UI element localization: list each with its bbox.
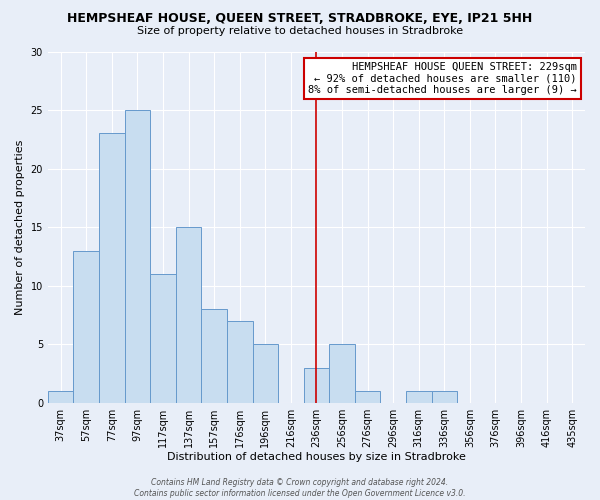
Bar (150, 274, 176, 402)
Bar (125, 110, 150, 403)
Bar (253, 344, 278, 403)
X-axis label: Distribution of detached houses by size in Stradbroke: Distribution of detached houses by size … (167, 452, 466, 462)
Bar (176, 227, 202, 402)
Bar (329, 344, 355, 403)
Text: Contains HM Land Registry data © Crown copyright and database right 2024.
Contai: Contains HM Land Registry data © Crown c… (134, 478, 466, 498)
Bar (48, 391, 73, 402)
Bar (227, 321, 253, 402)
Bar (431, 391, 457, 402)
Text: HEMPSHEAF HOUSE QUEEN STREET: 229sqm
← 92% of detached houses are smaller (110)
: HEMPSHEAF HOUSE QUEEN STREET: 229sqm ← 9… (308, 62, 577, 95)
Y-axis label: Number of detached properties: Number of detached properties (15, 140, 25, 315)
Bar (304, 368, 329, 402)
Bar (202, 309, 227, 402)
Text: Size of property relative to detached houses in Stradbroke: Size of property relative to detached ho… (137, 26, 463, 36)
Bar (355, 391, 380, 402)
Bar (73, 250, 99, 402)
Bar (406, 391, 431, 402)
Text: HEMPSHEAF HOUSE, QUEEN STREET, STRADBROKE, EYE, IP21 5HH: HEMPSHEAF HOUSE, QUEEN STREET, STRADBROK… (67, 12, 533, 26)
Bar (99, 134, 125, 402)
